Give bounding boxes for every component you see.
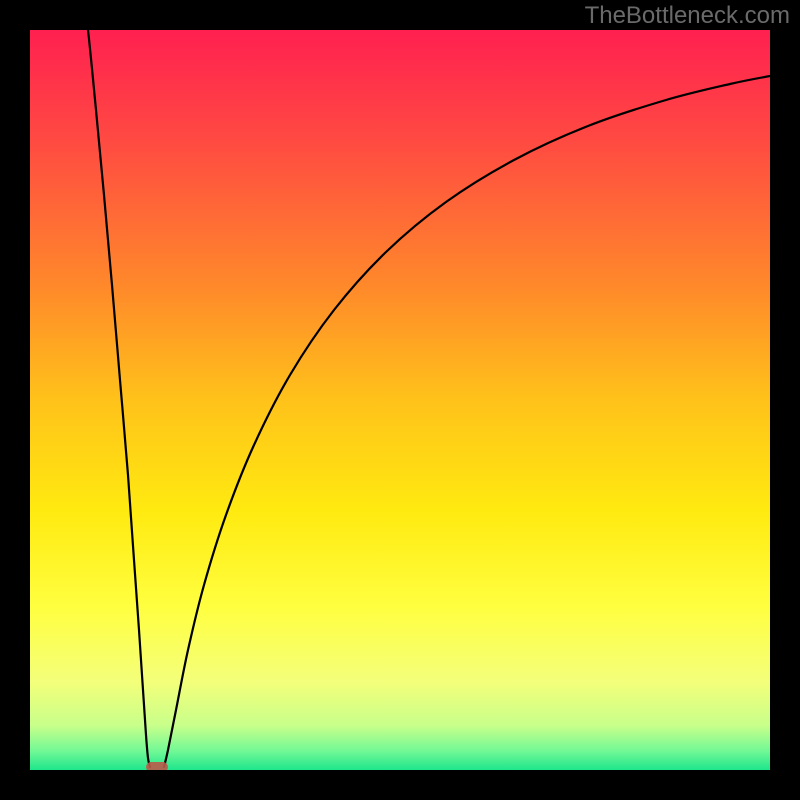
- bottleneck-curve-plot: [0, 0, 800, 800]
- watermark-text: TheBottleneck.com: [585, 2, 790, 30]
- chart-container: TheBottleneck.com: [0, 0, 800, 800]
